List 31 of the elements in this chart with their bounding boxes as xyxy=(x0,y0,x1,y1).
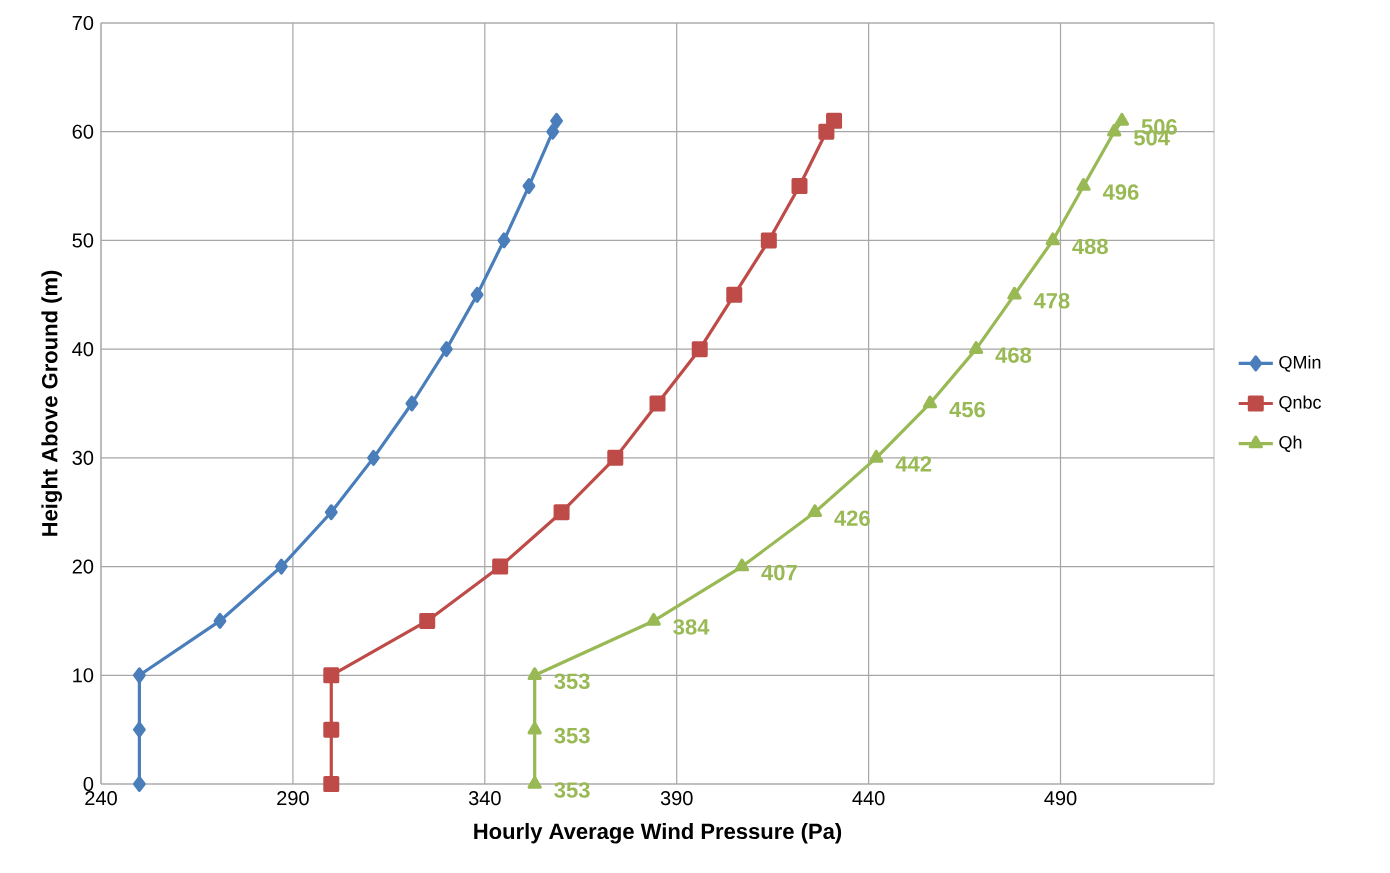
legend-label: Qnbc xyxy=(1279,395,1322,412)
y-tick-label: 50 xyxy=(72,233,94,248)
data-label: 353 xyxy=(554,782,590,798)
y-tick-label: 10 xyxy=(73,668,94,683)
y-tick-label: 60 xyxy=(72,124,94,139)
data-label: 478 xyxy=(1033,293,1070,309)
y-tick-label: 0 xyxy=(83,776,94,792)
x-axis-title: Hourly Average Wind Pressure (Pa) xyxy=(474,822,842,844)
y-axis-title: Height Above Ground (m) xyxy=(41,270,62,536)
x-tick-label: 340 xyxy=(468,791,501,806)
x-tick-label: 440 xyxy=(852,791,885,806)
data-label: 488 xyxy=(1072,238,1108,255)
legend-label: Qh xyxy=(1279,435,1302,452)
legend-label: QMin xyxy=(1279,355,1321,372)
data-label: 384 xyxy=(673,619,710,635)
x-tick-label: 490 xyxy=(1044,791,1077,806)
data-label: 407 xyxy=(761,564,797,581)
data-label: 353 xyxy=(554,673,590,690)
y-tick-label: 20 xyxy=(72,559,94,574)
data-label: 496 xyxy=(1102,184,1139,200)
data-label: 426 xyxy=(834,510,870,527)
data-label: 468 xyxy=(995,347,1032,363)
x-tick-label: 390 xyxy=(660,791,693,806)
y-tick-label: 30 xyxy=(72,450,94,465)
data-label: 442 xyxy=(895,456,932,472)
data-label: 353 xyxy=(554,727,590,744)
y-tick-label: 40 xyxy=(72,342,94,357)
data-label: 456 xyxy=(949,401,985,418)
x-tick-label: 240 xyxy=(85,791,117,806)
y-tick-label: 70 xyxy=(72,15,94,31)
x-tick-label: 290 xyxy=(277,791,309,806)
